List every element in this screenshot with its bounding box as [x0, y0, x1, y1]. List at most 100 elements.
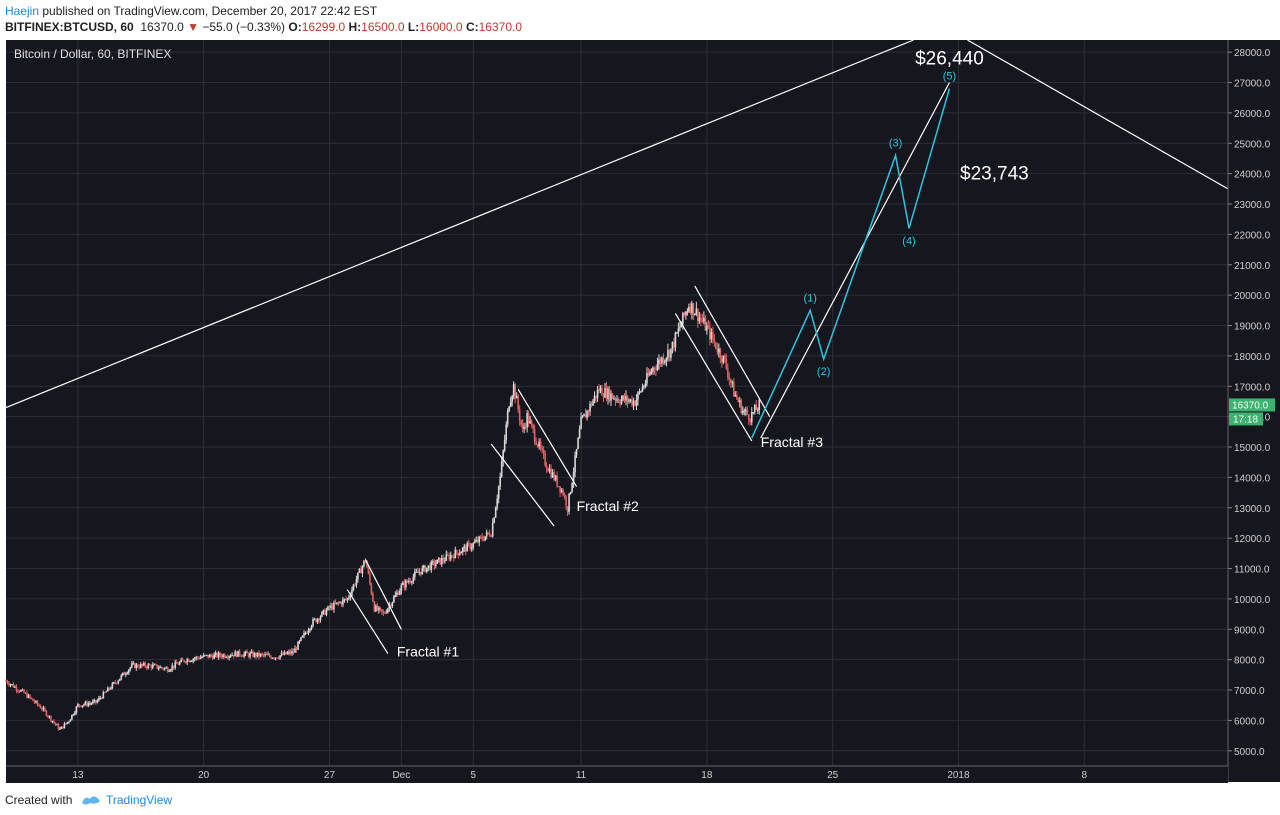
- candle-body: [382, 611, 385, 613]
- author-link[interactable]: Haejin: [5, 4, 40, 18]
- candle-body: [213, 654, 215, 659]
- time-axis-ticks: 13 20 27 Dec 5 11 18 25 2018 8: [6, 765, 1228, 781]
- candle-body: [482, 539, 485, 541]
- candle-body: [737, 398, 740, 403]
- candle-body: [426, 567, 428, 572]
- candle-body: [180, 659, 183, 662]
- y-tick-label: 21000.0: [1234, 261, 1271, 272]
- candles: [5, 300, 761, 731]
- candle-body: [565, 496, 567, 507]
- created-with-text: Created with: [5, 793, 73, 807]
- candle-body: [611, 393, 614, 399]
- candle-body: [262, 654, 265, 656]
- candle-body: [626, 396, 629, 402]
- candle-body: [310, 625, 313, 629]
- candle-body: [411, 581, 413, 583]
- candle-body: [399, 590, 401, 595]
- fractal-label: Fractal #2: [577, 498, 639, 514]
- candle-body: [550, 468, 552, 478]
- candle-body: [454, 549, 457, 559]
- candle-body: [210, 654, 212, 657]
- candle-body: [168, 670, 171, 672]
- candle-body: [746, 409, 749, 415]
- candle-body: [568, 493, 570, 512]
- candle-body: [718, 348, 720, 353]
- candle-body: [241, 656, 244, 658]
- tradingview-logo-icon[interactable]: [80, 791, 102, 807]
- wave-label: (3): [889, 137, 902, 149]
- candle-body: [372, 593, 374, 602]
- time-axis[interactable]: [6, 766, 1228, 783]
- candle-body: [222, 654, 224, 658]
- candle-body: [14, 686, 16, 688]
- candle-body: [360, 568, 362, 574]
- y-tick-label: 9000.0: [1234, 625, 1265, 636]
- candle-body: [214, 652, 217, 655]
- fractal-channel-line: [364, 559, 402, 630]
- candle-body: [196, 656, 199, 658]
- candle-body: [598, 389, 600, 392]
- candle-body: [259, 653, 262, 657]
- candle-body: [5, 680, 7, 682]
- candle-body: [625, 396, 627, 401]
- candle-body: [432, 561, 434, 563]
- candle-body: [142, 663, 145, 666]
- candle-body: [535, 441, 537, 445]
- candle-body: [116, 682, 118, 684]
- candle-body: [216, 652, 218, 658]
- candle-body: [683, 312, 686, 316]
- candle-body: [35, 701, 37, 703]
- candle-body: [524, 427, 527, 429]
- candle-body: [412, 576, 415, 582]
- price-target-label: $23,743: [960, 164, 1029, 185]
- candle-body: [36, 701, 39, 705]
- candle-body: [608, 388, 611, 401]
- candle-body: [476, 539, 479, 543]
- close-label: C:: [465, 20, 479, 34]
- candle-body: [514, 384, 516, 399]
- tradingview-brand-link[interactable]: TradingView: [106, 793, 173, 807]
- candle-body: [493, 517, 496, 523]
- candle-body: [240, 655, 242, 657]
- x-tick-label: 2018: [947, 770, 970, 781]
- high-label: H:: [348, 20, 362, 34]
- candle-body: [434, 563, 437, 567]
- candle-body: [433, 561, 436, 567]
- candle-body: [11, 684, 13, 686]
- candle-body: [220, 655, 223, 658]
- candle-body: [292, 650, 295, 653]
- candle-body: [107, 687, 109, 692]
- candle-body: [253, 653, 256, 657]
- candle-body: [614, 398, 617, 401]
- candle-body: [190, 660, 193, 662]
- candle-body: [330, 605, 332, 608]
- candle-body: [641, 387, 644, 392]
- candle-body: [270, 656, 272, 659]
- candle-body: [712, 331, 714, 340]
- candle-body: [50, 716, 52, 722]
- candle-body: [539, 441, 542, 449]
- trend-line: [760, 82, 950, 439]
- candle-body: [557, 485, 560, 487]
- candle-body: [148, 664, 151, 666]
- candle-body: [123, 672, 126, 675]
- candle-body: [619, 402, 621, 404]
- candle-body: [208, 654, 211, 658]
- candle-body: [381, 609, 383, 612]
- candle-body: [357, 572, 359, 580]
- drawn-lines: [5, 39, 1229, 654]
- candle-body: [508, 406, 510, 412]
- candle-body: [622, 395, 624, 400]
- candle-body: [235, 651, 238, 657]
- candle-body: [688, 307, 690, 312]
- candle-body: [616, 399, 618, 401]
- candle-body: [325, 610, 328, 615]
- candle-body: [87, 703, 90, 706]
- y-tick-label: 10000.0: [1234, 595, 1271, 606]
- x-tick-label: 8: [1081, 770, 1087, 781]
- plot-area[interactable]: [6, 40, 1228, 782]
- fractal-channel-line: [490, 443, 555, 527]
- candle-body: [125, 673, 127, 675]
- candle-body: [577, 438, 579, 449]
